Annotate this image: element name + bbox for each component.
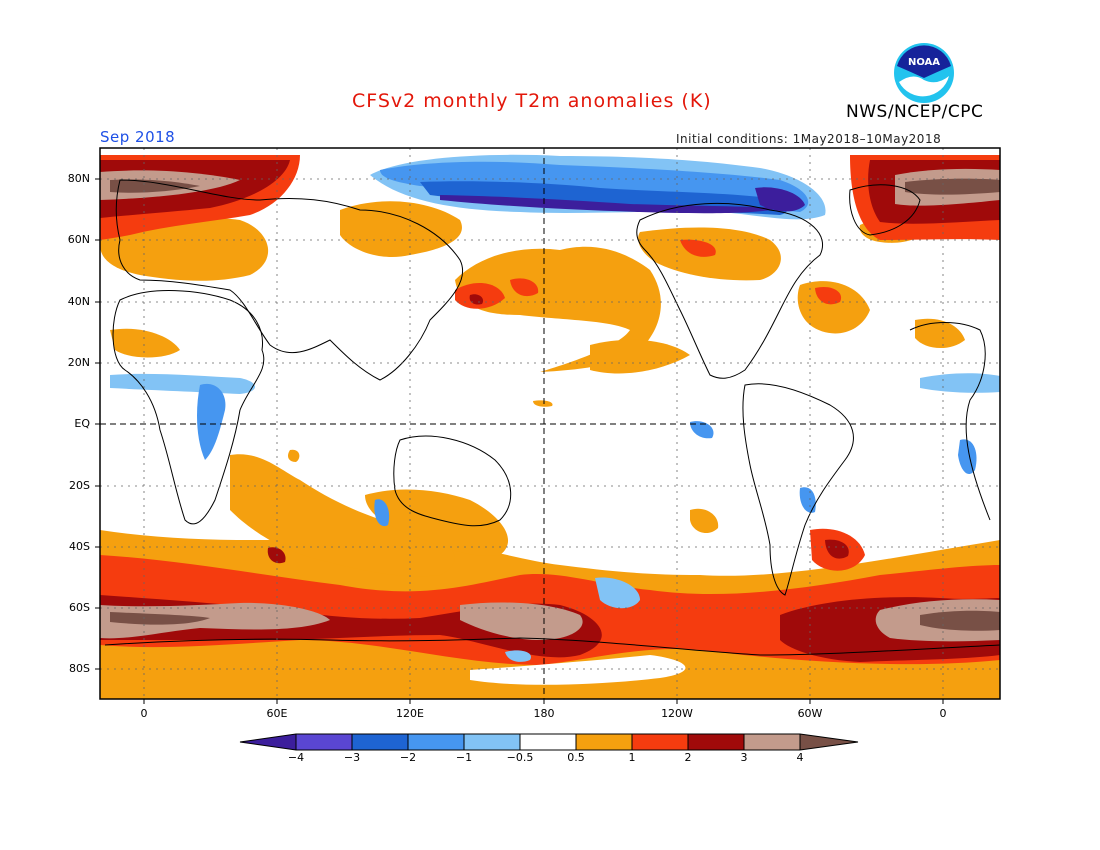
cool-spot-south-america	[799, 487, 816, 513]
lat-label: 80S	[69, 662, 90, 675]
warm-spot-north-pacific	[510, 278, 539, 297]
colorbar-label: 4	[796, 751, 804, 764]
lon-label: 180	[533, 707, 555, 720]
colorbar-segment	[632, 734, 688, 750]
colorbar-label: −0.5	[506, 751, 534, 764]
colorbar-segment	[464, 734, 520, 750]
warm-patch-east-pacific	[690, 508, 719, 534]
warm-extreme-southwest	[110, 612, 210, 625]
forecast-period: Sep 2018	[100, 128, 176, 146]
colorbar-label: 2	[684, 751, 692, 764]
lon-label: 0	[140, 707, 148, 720]
lat-label: 60S	[69, 601, 90, 614]
colorbar-segment-max	[800, 734, 858, 750]
warm-extreme-arctic-west	[110, 179, 200, 193]
warm-patch-sahara	[110, 328, 180, 358]
warm-patch-west-africa	[915, 318, 965, 349]
colorbar-segment-min	[240, 734, 296, 750]
coastlines	[104, 179, 1000, 656]
colorbar-segment	[688, 734, 744, 750]
very-cold-arctic	[440, 195, 780, 214]
lat-label: 80N	[67, 172, 90, 185]
cool-spot-east-pacific	[690, 421, 714, 439]
colorbar-label: −2	[399, 751, 417, 764]
coast-eurasia	[115, 179, 464, 381]
colorbar-segment	[744, 734, 800, 750]
lon-label: 0	[939, 707, 947, 720]
colorbar-segment	[296, 734, 352, 750]
warm-patch-north-atlantic	[797, 281, 870, 334]
organization-label: NWS/NCEP/CPC	[846, 102, 984, 122]
colorbar-segment	[520, 734, 576, 750]
warm-extreme-arctic-east	[905, 178, 1000, 195]
coast-africa	[112, 290, 265, 525]
warm-patch-australia-west	[365, 489, 509, 556]
warm-spot-equator	[533, 400, 553, 407]
colorbar-label: −4	[287, 751, 305, 764]
coast-south-america	[742, 383, 854, 596]
map-frame	[99, 147, 1001, 700]
colorbar-segment	[408, 734, 464, 750]
colorbar-label: −3	[343, 751, 361, 764]
cool-patch-south-pacific	[595, 577, 640, 609]
axis-ticks	[95, 178, 944, 704]
initial-conditions: Initial conditions: 1May2018–10May2018	[676, 132, 942, 146]
graticule	[100, 148, 1000, 699]
warm-patch-europe	[100, 216, 269, 281]
cool-patch-antarctic	[505, 650, 531, 662]
coast-australia	[393, 435, 512, 527]
lon-label: 120E	[396, 707, 424, 720]
warm-core-south-pacific	[460, 602, 583, 640]
lat-label: 60N	[67, 233, 90, 246]
anomaly-shading	[100, 154, 1000, 699]
coast-greenland	[849, 184, 921, 236]
warm-spot-indian	[288, 449, 300, 462]
lon-label: 60W	[797, 707, 823, 720]
colorbar-label: 0.5	[567, 751, 585, 764]
antarctic-neutral	[470, 655, 686, 685]
lat-label: 20N	[67, 356, 90, 369]
colorbar-label: 1	[628, 751, 636, 764]
colorbar-segment	[576, 734, 632, 750]
warm-core-south-atlantic	[825, 539, 849, 559]
warm-patch-central-pacific	[590, 339, 690, 374]
coast-antarctica	[104, 637, 1000, 656]
lon-label: 60E	[266, 707, 288, 720]
cool-patch-central-africa	[197, 383, 226, 460]
map-title: CFSv2 monthly T2m anomalies (K)	[352, 90, 712, 112]
very-cold-arctic-east	[755, 187, 805, 212]
reference-lines	[100, 148, 1000, 699]
colorbar-label: 3	[740, 751, 748, 764]
cool-band-sahel-east	[920, 373, 1000, 393]
warm-patch-north-pacific	[455, 246, 661, 372]
colorbar-segment	[352, 734, 408, 750]
warm-extreme-southeast	[920, 610, 1000, 631]
lat-label: EQ	[74, 417, 90, 430]
warm-patch-siberia	[340, 201, 462, 258]
lat-label: 40S	[69, 540, 90, 553]
lat-label: 20S	[69, 479, 90, 492]
coast-africa-east-copy	[909, 322, 991, 521]
coast-north-america	[636, 202, 823, 379]
lon-label: 120W	[661, 707, 693, 720]
warm-spot-north-atlantic	[815, 286, 842, 305]
warm-spot-north-america	[680, 239, 716, 257]
warm-patch-indian-ocean	[230, 454, 455, 577]
colorbar-label: −1	[455, 751, 473, 764]
noaa-logo: NOAA	[894, 43, 954, 103]
warm-core-southwest	[100, 602, 330, 639]
lat-label: 40N	[67, 295, 90, 308]
cool-spot-australia	[374, 499, 390, 527]
logo-text: NOAA	[908, 57, 940, 68]
colorbar	[239, 733, 859, 751]
